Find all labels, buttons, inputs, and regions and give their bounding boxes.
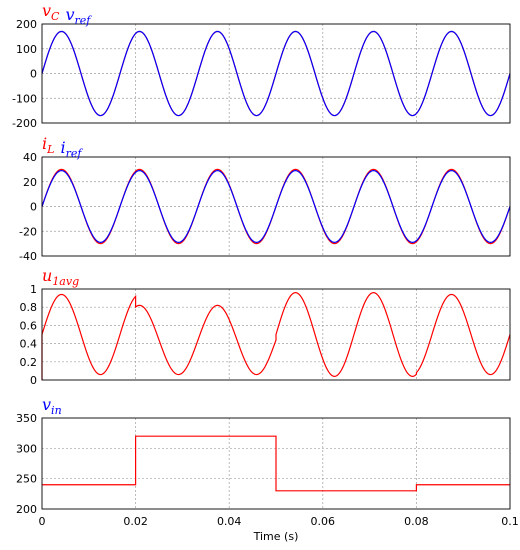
legend: iL iref <box>42 134 83 160</box>
series-line-u_1avg <box>41 292 511 380</box>
y-tick-label: 40 <box>23 151 37 164</box>
x-tick-label: 0 <box>39 515 46 528</box>
y-tick-label: -40 <box>19 250 37 263</box>
x-tick-label: 0.1 <box>501 515 519 528</box>
y-tick-label: 0 <box>30 374 37 387</box>
x-tick-label: 0.08 <box>404 515 429 528</box>
y-tick-label: 20 <box>23 176 37 189</box>
plot-frame <box>41 288 511 381</box>
y-tick-label: -200 <box>12 117 37 130</box>
legend-entry-subscript: in <box>51 404 62 417</box>
x-tick-label: 0.06 <box>311 515 336 528</box>
series-line-i_ref <box>41 170 511 243</box>
y-tick-label: -20 <box>19 225 37 238</box>
panel-4: 350 300 250 200 vin 0 0.02 0.04 0.06 0.08 0.1 <box>16 395 519 528</box>
series-line-v_ref <box>41 30 511 117</box>
plot-frame <box>41 156 511 257</box>
legend-entry: i <box>42 134 47 153</box>
y-tick-label: 0 <box>30 68 37 81</box>
y-tick-label: 200 <box>16 503 37 516</box>
x-axis-label: Time (s) <box>253 530 299 543</box>
y-tick-label: 0.8 <box>20 301 38 314</box>
legend: vC vref <box>42 1 92 27</box>
plot-frame <box>41 23 511 124</box>
legend-entry-subscript: C <box>51 10 60 23</box>
legend-entry: v <box>65 5 74 24</box>
x-tick-label: 0.04 <box>217 515 242 528</box>
y-tick-label: 0.6 <box>20 319 38 332</box>
x-tick-label: 0.02 <box>123 515 148 528</box>
legend-entry-subscript: ref <box>75 14 93 27</box>
legend-entry-subscript: L <box>46 143 54 156</box>
legend: vin <box>42 395 62 417</box>
legend-entry: i <box>60 138 65 157</box>
legend-entry: v <box>42 1 51 20</box>
y-tick-label: 0 <box>30 201 37 214</box>
y-tick-label: 350 <box>16 412 37 425</box>
legend-entry-subscript: 1avg <box>52 275 79 288</box>
y-tick-label: -100 <box>12 92 37 105</box>
panel-3: 1 0.8 0.6 0.4 0.2 0 u1avg <box>20 266 511 387</box>
legend: u1avg <box>42 266 79 288</box>
legend-entry: u <box>42 266 52 285</box>
plot-frame <box>41 417 511 510</box>
y-tick-label: 250 <box>16 473 37 486</box>
y-tick-label: 1 <box>30 283 37 296</box>
y-tick-label: 0.4 <box>20 338 38 351</box>
legend-entry: v <box>42 395 51 414</box>
y-tick-label: 0.2 <box>20 356 38 369</box>
legend-entry-subscript: ref <box>66 147 84 160</box>
y-tick-label: 200 <box>16 18 37 31</box>
y-tick-label: 100 <box>16 43 37 56</box>
series-line-v_in <box>42 435 510 492</box>
y-tick-label: 300 <box>16 442 37 455</box>
